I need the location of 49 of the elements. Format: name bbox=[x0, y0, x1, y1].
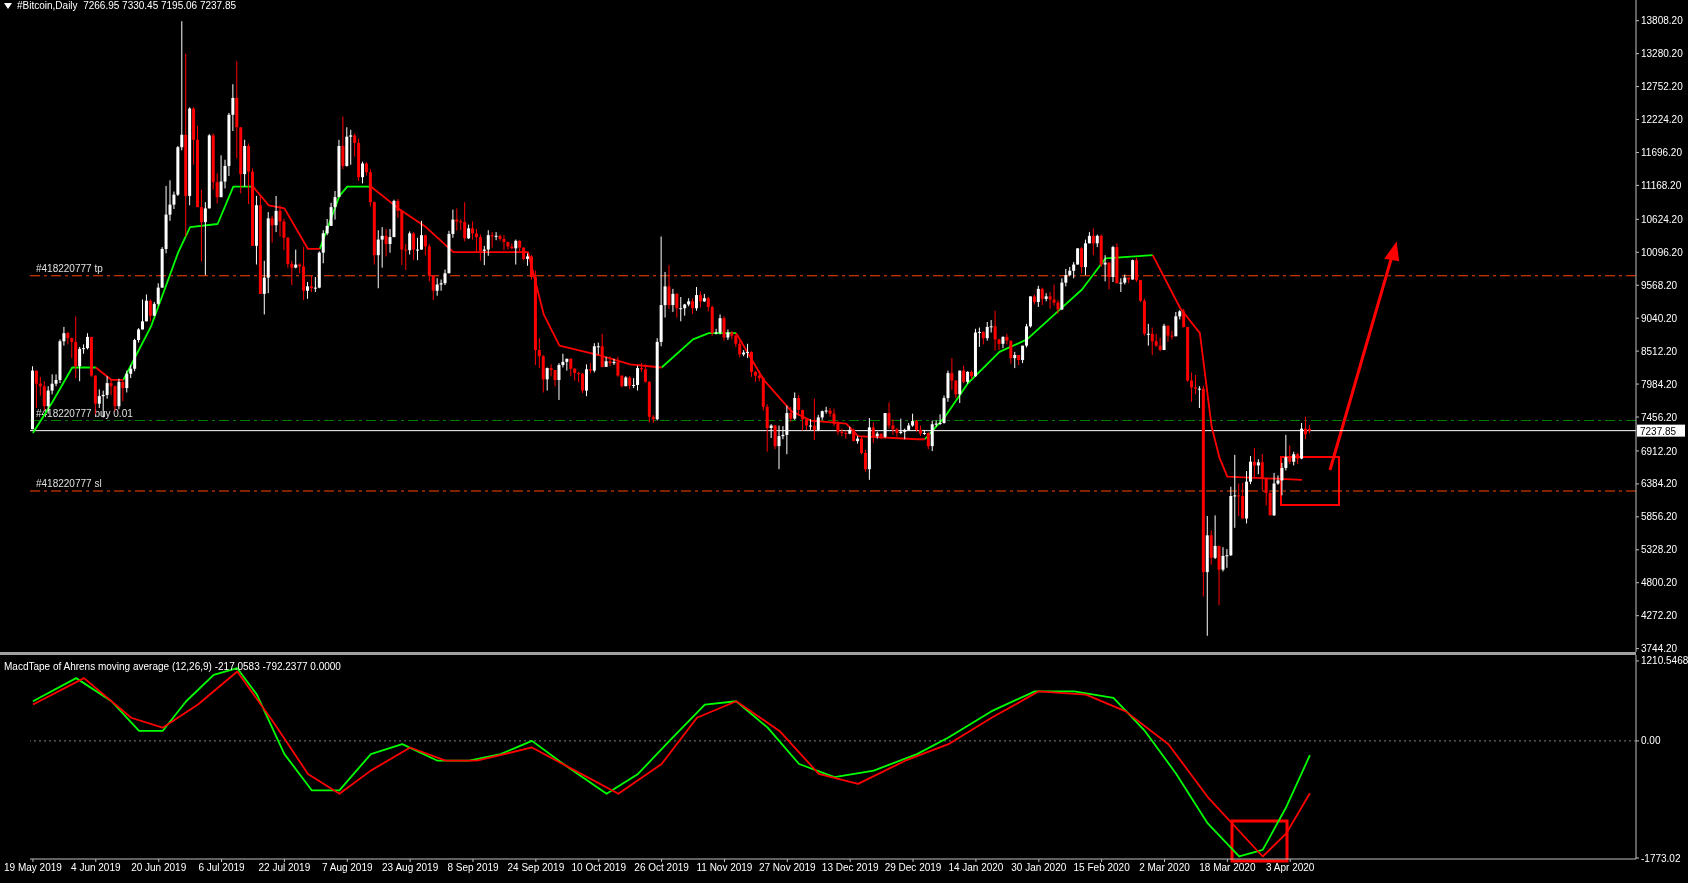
ref-line-label: #418220777 tp bbox=[36, 262, 104, 274]
x-tick-label: 22 Jul 2019 bbox=[258, 862, 311, 874]
x-tick-label: 6 Jul 2019 bbox=[198, 862, 246, 874]
y-tick-label: 7456.20 bbox=[1641, 411, 1678, 423]
y-tick-label: 5328.20 bbox=[1641, 544, 1678, 556]
x-tick-label: 14 Jan 2020 bbox=[948, 862, 1004, 874]
x-tick-label: 24 Sep 2019 bbox=[507, 862, 565, 874]
y-tick-label: 4272.20 bbox=[1641, 610, 1678, 622]
y-tick-label: 5856.20 bbox=[1641, 511, 1678, 523]
y-tick-label: 11696.20 bbox=[1641, 147, 1683, 159]
y-tick-label: 6912.20 bbox=[1641, 445, 1678, 457]
y-tick-label: 6384.20 bbox=[1641, 478, 1678, 490]
y-tick-label: 12752.20 bbox=[1641, 81, 1684, 93]
x-tick-label: 20 Jun 2019 bbox=[131, 862, 187, 874]
chart-title: #Bitcoin,Daily 7266.95 7330.45 7195.06 7237.85 bbox=[17, 0, 237, 11]
y-tick-label: 0.00 bbox=[1641, 735, 1661, 747]
y-tick-label: 9040.20 bbox=[1641, 312, 1678, 324]
ref-line-label: #418220777 sl bbox=[36, 478, 102, 490]
x-tick-label: 13 Dec 2019 bbox=[821, 862, 879, 874]
x-tick-label: 10 Oct 2019 bbox=[571, 862, 627, 874]
y-tick-label: 4800.20 bbox=[1641, 577, 1678, 589]
x-tick-label: 23 Aug 2019 bbox=[382, 862, 439, 874]
y-tick-label: 1210.5468 bbox=[1641, 655, 1688, 667]
y-tick-label: 10096.20 bbox=[1641, 246, 1684, 258]
x-tick-label: 26 Oct 2019 bbox=[634, 862, 690, 874]
text: MacdTape of Ahrens moving average (12,26,9) -217.0583 -792.2377 0.0000 bbox=[4, 661, 341, 672]
x-tick-label: 3 Apr 2020 bbox=[1266, 862, 1315, 874]
y-tick-label: 13808.20 bbox=[1641, 15, 1684, 27]
x-tick-label: 15 Feb 2020 bbox=[1073, 862, 1131, 874]
x-tick-label: 27 Nov 2019 bbox=[758, 862, 817, 874]
y-tick-label: 13280.20 bbox=[1641, 48, 1684, 60]
y-tick-label: -1773.02 bbox=[1641, 852, 1681, 864]
x-tick-label: 4 Jun 2019 bbox=[71, 862, 121, 874]
x-tick-label: 2 Mar 2020 bbox=[1139, 862, 1191, 874]
x-tick-label: 19 May 2019 bbox=[4, 862, 63, 874]
y-tick-label: 8512.20 bbox=[1641, 345, 1678, 357]
x-tick-label: 7 Aug 2019 bbox=[321, 862, 374, 874]
y-tick-label: 11168.20 bbox=[1641, 179, 1682, 191]
x-tick-label: 29 Dec 2019 bbox=[884, 862, 942, 874]
y-tick-label: 12224.20 bbox=[1641, 114, 1684, 126]
ref-line-label: 7237.85 bbox=[1640, 425, 1677, 437]
y-tick-label: 3744.20 bbox=[1641, 643, 1678, 655]
y-tick-label: 7984.20 bbox=[1641, 378, 1678, 390]
y-tick-label: 10624.20 bbox=[1641, 213, 1684, 225]
x-tick-label: 11 Nov 2019 bbox=[696, 862, 753, 874]
x-tick-label: 30 Jan 2020 bbox=[1011, 862, 1067, 874]
y-tick-label: 9568.20 bbox=[1641, 279, 1678, 291]
x-tick-label: 8 Sep 2019 bbox=[447, 862, 500, 874]
x-tick-label: 18 Mar 2020 bbox=[1199, 862, 1256, 874]
